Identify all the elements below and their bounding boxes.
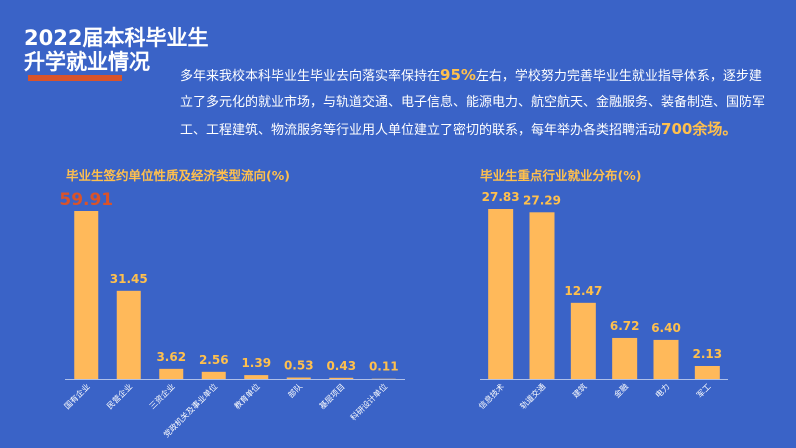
chart2-category-label-1: 信息技术 xyxy=(476,381,506,411)
chart2-category-label-6: 军工 xyxy=(695,382,713,400)
chart1-category-label-7: 基层项目 xyxy=(317,381,347,411)
chart1-value-label-1: 59.91 xyxy=(59,190,113,210)
chart1-category-label-5: 教育单位 xyxy=(232,381,262,411)
chart1-category-label-6: 部队 xyxy=(286,381,304,399)
chart1-bar-4 xyxy=(201,371,226,379)
chart2-category-label-5: 电力 xyxy=(653,381,671,399)
chart1-value-label-7: 0.43 xyxy=(326,359,356,373)
page-title: 2022届本科毕业生 升学就业情况 xyxy=(24,26,208,74)
chart1-bar-7 xyxy=(329,377,354,379)
chart2-bar-3 xyxy=(570,302,596,379)
chart1-value-label-5: 1.39 xyxy=(241,356,271,370)
chart2-value-label-4: 6.72 xyxy=(610,319,640,333)
title-underline xyxy=(28,75,122,81)
chart1-value-label-3: 3.62 xyxy=(156,350,186,364)
chart1-category-label-8: 科研设计单位 xyxy=(348,381,389,422)
chart1-value-label-8: 0.11 xyxy=(369,360,399,374)
chart2-value-label-5: 6.40 xyxy=(651,321,681,335)
intro-text-2: 左右，学校努力完善毕业生就业指导体系，逐步建立了多元化的就业市场，与轨道交通、电… xyxy=(180,69,766,138)
chart2-bar-2 xyxy=(529,212,555,379)
chart1-title: 毕业生签约单位性质及经济类型流向(%) xyxy=(66,168,290,183)
chart2-value-label-2: 27.29 xyxy=(523,193,561,207)
chart1-bar-5 xyxy=(244,375,269,379)
intro-paragraph: 多年来我校本科毕业生毕业去向落实率保持在95%左右，学校努力完善毕业生就业指导体… xyxy=(180,62,770,144)
page-title-line1: 2022届本科毕业生 xyxy=(24,26,209,50)
chart1-value-label-4: 2.56 xyxy=(199,353,229,367)
chart1-bar-2 xyxy=(116,290,141,379)
chart2-bar-5 xyxy=(653,339,679,379)
intro-highlight-events: 700余场。 xyxy=(661,120,738,138)
chart2-bar-1 xyxy=(488,209,514,379)
chart2-title: 毕业生重点行业就业分布(%) xyxy=(480,168,642,183)
page-title-line2: 升学就业情况 xyxy=(24,50,150,74)
intro-text-1: 多年来我校本科毕业生毕业去向落实率保持在 xyxy=(180,69,441,84)
chart2-category-label-2: 轨道交通 xyxy=(518,381,548,411)
chart1-bar-1 xyxy=(74,211,99,379)
chart2-bar-6 xyxy=(694,365,720,379)
chart1-bar-3 xyxy=(159,368,184,379)
chart2-category-label-3: 建筑 xyxy=(570,381,588,399)
chart1-bar-6 xyxy=(286,377,311,379)
chart2-value-label-6: 2.13 xyxy=(693,347,723,361)
chart2-category-label-4: 金融 xyxy=(612,381,630,399)
intro-highlight-rate: 95% xyxy=(440,66,476,84)
chart1-category-label-1: 国有企业 xyxy=(62,381,92,411)
chart2-value-label-3: 12.47 xyxy=(564,284,602,298)
chart2-bar-4 xyxy=(612,337,638,379)
chart2-value-label-1: 27.83 xyxy=(482,190,520,204)
chart1-category-label-3: 三资企业 xyxy=(147,381,177,411)
chart1-value-label-6: 0.53 xyxy=(284,359,314,373)
chart1-category-label-2: 民营企业 xyxy=(104,381,134,411)
chart1-value-label-2: 31.45 xyxy=(110,272,148,286)
